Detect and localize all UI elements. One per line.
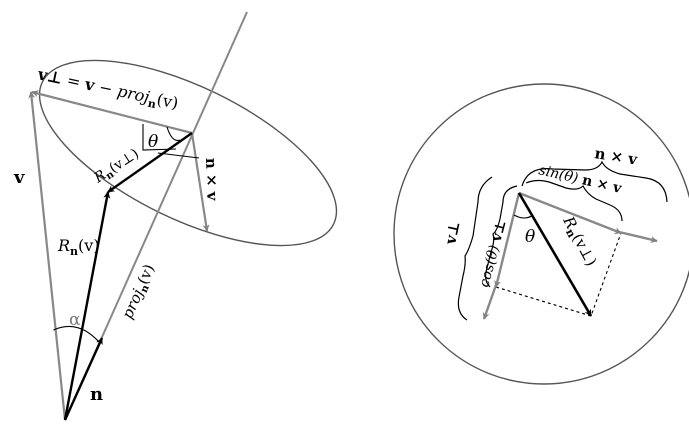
theta-label-right: θ — [525, 227, 535, 247]
v-perp-equation-label: v⊥ = v − projn(v) — [35, 64, 181, 115]
proj-n-v-label: projn(v) — [118, 261, 160, 322]
v-label: v — [13, 167, 25, 188]
r-n-v-label: Rn(v) — [57, 236, 100, 258]
sin-theta-n-cross-v-label: sin(θ) n × v — [537, 162, 624, 197]
theta-angle-arc-right — [514, 215, 533, 218]
theta-label-left: θ — [148, 132, 158, 152]
left-panel: v⊥ = v − projn(v) v θ n × v Rn(v⊥) Rn(v)… — [13, 12, 363, 420]
v-perp-label-right: v⊥ — [441, 219, 464, 246]
n-cross-v-leader — [158, 153, 199, 158]
v-perp-vector-right — [484, 285, 496, 319]
n-vector — [65, 338, 102, 420]
v-vector — [31, 92, 65, 420]
n-cross-v-label-left: n × v — [202, 158, 222, 203]
n-label: n — [90, 384, 103, 405]
right-panel: n × v sin(θ) n × v cos(θ) v⊥ v⊥ θ Rn(v⊥) — [394, 84, 689, 384]
alpha-label: α — [69, 310, 81, 330]
n-cross-v-vector-right — [619, 232, 657, 241]
r-n-v-perp-label: Rn(v⊥) — [91, 146, 143, 189]
